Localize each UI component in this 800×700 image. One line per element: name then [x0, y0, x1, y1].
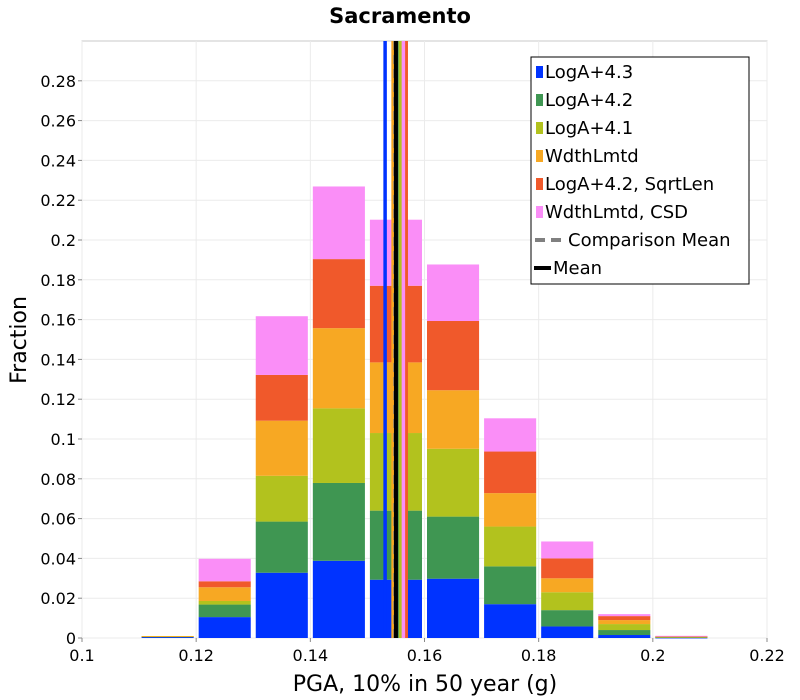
bar-segment [541, 610, 594, 627]
x-axis-ticks: 0.1 0.12 0.14 0.16 0.18 0.2 0.22 [69, 638, 785, 665]
bar-segment [255, 316, 308, 375]
bar-segment [541, 541, 594, 559]
bar-segment [198, 604, 251, 618]
bar-segment [255, 475, 308, 522]
bar-segment [427, 320, 480, 391]
bar-segment [655, 635, 708, 637]
y-tick-label: 0.1 [51, 430, 76, 449]
y-tick-label: 0.12 [40, 390, 76, 409]
y-tick-label: 0.18 [40, 271, 76, 290]
x-tick-label: 0.16 [407, 646, 443, 665]
bar-segment [312, 259, 365, 329]
legend-label: WdthLmtd, CSD [545, 202, 688, 223]
bar-segment [255, 420, 308, 476]
bar-segment [312, 408, 365, 483]
bar-segment [427, 448, 480, 517]
bar-segment [255, 521, 308, 573]
legend-label: LogA+4.2 [545, 90, 633, 111]
y-axis-label: Fraction [7, 296, 32, 384]
y-tick-label: 0.22 [40, 191, 76, 210]
bar-segment [312, 560, 365, 638]
legend-label: Comparison Mean [568, 230, 731, 251]
legend-label: LogA+4.2, SqrtLen [545, 174, 714, 195]
legend-swatch [536, 206, 543, 218]
y-tick-label: 0.26 [40, 112, 76, 131]
bar-segment [598, 635, 651, 638]
bar-segment [198, 617, 251, 638]
bar-segment [484, 451, 537, 494]
legend-label: Mean [553, 258, 602, 279]
y-axis-ticks: 0 0.02 0.04 0.06 0.08 0.1 0.12 0.14 0.16 0.18 0.2 0… [40, 72, 82, 648]
legend-label: LogA+4.3 [545, 62, 633, 83]
bar-segment [598, 616, 651, 621]
y-tick-label: 0.04 [40, 549, 76, 568]
bar-segment [484, 526, 537, 567]
x-tick-label: 0.2 [640, 646, 665, 665]
y-tick-label: 0.16 [40, 311, 76, 330]
legend-box [530, 56, 750, 285]
bar-segment [541, 558, 594, 579]
mean-lines-group [383, 41, 408, 638]
chart-title: Sacramento [329, 4, 471, 28]
bar-segment [598, 620, 651, 625]
bar-segment [598, 630, 651, 636]
bar-segment [255, 374, 308, 421]
bar-segment [198, 587, 251, 601]
legend-swatch [536, 122, 543, 134]
y-tick-label: 0.06 [40, 510, 76, 529]
bar-segment [427, 578, 480, 638]
y-tick-label: 0.2 [51, 231, 76, 250]
x-tick-label: 0.18 [521, 646, 557, 665]
bar-segment [484, 493, 537, 527]
bar-segment [541, 592, 594, 611]
y-tick-label: 0.24 [40, 151, 76, 170]
bar-segment [141, 637, 194, 638]
legend-label: WdthLmtd [545, 146, 639, 167]
y-tick-label: 0.28 [40, 72, 76, 91]
bar-segment [312, 328, 365, 409]
bar-segment [484, 604, 537, 638]
legend-swatch [536, 150, 543, 162]
bars-group [141, 186, 708, 639]
y-tick-label: 0.02 [40, 589, 76, 608]
y-tick-label: 0.14 [40, 350, 76, 369]
bar-segment [427, 264, 480, 321]
legend-swatch [536, 66, 543, 78]
x-axis-label: PGA, 10% in 50 year (g) [293, 672, 557, 697]
bar-segment [198, 581, 251, 588]
bar-segment [427, 516, 480, 579]
x-tick-label: 0.12 [178, 646, 214, 665]
legend-swatch [536, 94, 543, 106]
x-tick-label: 0.22 [749, 646, 785, 665]
y-tick-label: 0.08 [40, 470, 76, 489]
x-tick-label: 0.1 [69, 646, 94, 665]
x-tick-label: 0.14 [293, 646, 329, 665]
bar-segment [541, 626, 594, 638]
bar-segment [598, 624, 651, 631]
bar-segment [198, 558, 251, 582]
bar-segment [141, 636, 194, 637]
bar-segment [484, 418, 537, 452]
bar-segment [198, 600, 251, 605]
bar-segment [312, 482, 365, 561]
bar-segment [255, 572, 308, 638]
y-tick-label: 0 [66, 629, 76, 648]
bar-segment [484, 566, 537, 605]
legend-label: LogA+4.1 [545, 118, 633, 139]
legend: LogA+4.3 LogA+4.2 LogA+4.1 WdthLmtd LogA+4.2… [530, 56, 750, 285]
bar-segment [541, 578, 594, 593]
legend-swatch [536, 178, 543, 190]
bar-segment [427, 390, 480, 449]
bar-segment [312, 186, 365, 260]
bar-segment [598, 614, 651, 617]
